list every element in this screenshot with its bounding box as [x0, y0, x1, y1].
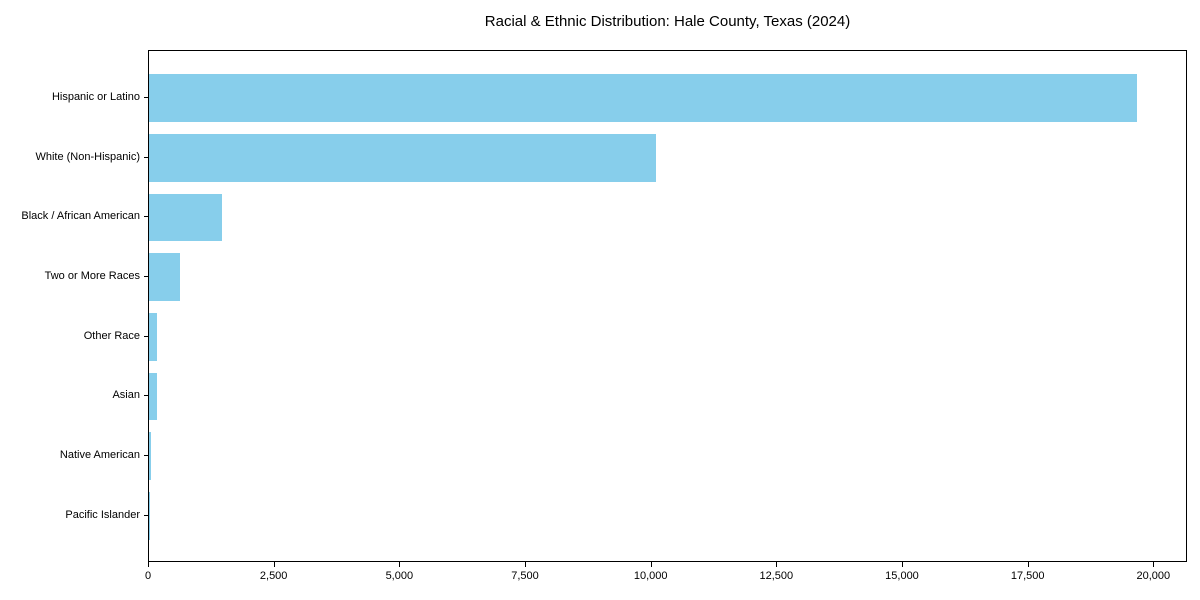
y-tick-label: Hispanic or Latino: [51, 91, 140, 104]
bar-other-race: [149, 312, 157, 361]
y-tick-label: Native American: [59, 449, 140, 462]
x-tick-mark: [901, 562, 903, 567]
x-tick-label: 0: [144, 570, 152, 582]
y-tick-mark: [144, 395, 148, 397]
y-tick-label: Pacific Islander: [65, 508, 140, 521]
x-tick-label: 10,000: [633, 570, 668, 582]
y-tick-mark: [144, 97, 148, 99]
bar-hispanic-or-latino: [149, 74, 1138, 122]
y-tick-label: Asian: [112, 389, 140, 402]
x-tick-mark: [1153, 562, 1155, 567]
y-tick-mark: [144, 335, 148, 337]
y-tick-label: White (Non-Hispanic): [35, 150, 140, 163]
x-tick-label: 2,500: [259, 570, 288, 582]
x-tick-label: 7,500: [511, 570, 539, 582]
x-tick-label: 15,000: [885, 570, 919, 582]
y-tick-mark: [144, 455, 148, 457]
y-tick-mark: [144, 216, 148, 218]
bar-black-african-american: [149, 193, 222, 242]
y-tick-label: Black / African American: [21, 210, 140, 223]
x-tick-label: 17,500: [1010, 570, 1045, 582]
x-tick-mark: [273, 562, 275, 567]
x-tick-mark: [148, 562, 149, 567]
bar-native-american: [149, 432, 151, 480]
bar-pacific-islander: [149, 491, 150, 540]
x-tick-label: 5,000: [385, 570, 414, 582]
bar-asian: [149, 372, 158, 421]
y-tick-label: Other Race: [83, 329, 140, 342]
x-tick-label: 20,000: [1136, 570, 1171, 582]
bar-white-non-hispanic: [149, 133, 657, 182]
x-tick-mark: [776, 562, 778, 567]
x-tick-mark: [650, 562, 652, 567]
x-tick-mark: [399, 562, 401, 567]
y-tick-mark: [144, 156, 148, 158]
plot-area: [148, 50, 1187, 562]
y-tick-mark: [144, 514, 148, 516]
bar-two-or-more-races: [149, 253, 180, 301]
chart-title: Racial & Ethnic Distribution: Hale Count…: [484, 13, 851, 30]
x-tick-mark: [1027, 562, 1029, 567]
x-tick-label: 12,500: [759, 570, 794, 582]
x-tick-mark: [524, 562, 526, 567]
y-tick-label: Two or More Races: [44, 270, 140, 283]
y-tick-mark: [144, 276, 148, 278]
